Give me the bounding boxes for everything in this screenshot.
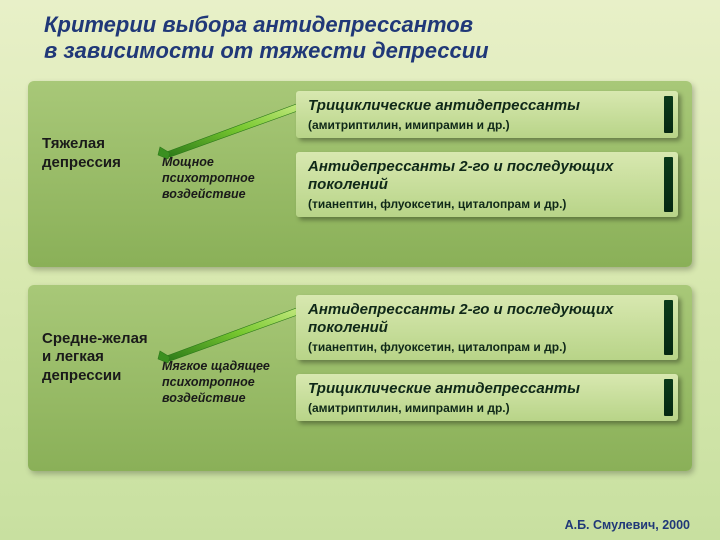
effect-column: Мягкое щадящее психотропное воздействие bbox=[162, 309, 292, 406]
effect-label: Мягкое щадящее психотропное воздействие bbox=[162, 359, 270, 404]
medications-column: Трициклические антидепрессанты (амитрипт… bbox=[296, 91, 678, 217]
medication-sub: (амитриптилин, имипрамин и др.) bbox=[308, 118, 666, 132]
medication-box: Антидепрессанты 2-го и последующих покол… bbox=[296, 152, 678, 217]
medication-title: Трициклические антидепрессанты bbox=[308, 380, 666, 398]
severity-label: Тяжелая депрессия bbox=[42, 135, 158, 173]
severity-panel-mild: Средне-желая и легкая депрессии bbox=[28, 285, 692, 471]
medication-sub: (тианептин, флуоксетин, циталопрам и др.… bbox=[308, 340, 666, 354]
medication-sub: (тианептин, флуоксетин, циталопрам и др.… bbox=[308, 197, 666, 211]
slide-title: Критерии выбора антидепрессантов в завис… bbox=[0, 0, 720, 73]
medication-box: Трициклические антидепрессанты (амитрипт… bbox=[296, 374, 678, 421]
medication-sub: (амитриптилин, имипрамин и др.) bbox=[308, 401, 666, 415]
effect-label: Мощное психотропное воздействие bbox=[162, 155, 255, 200]
medication-title: Антидепрессанты 2-го и последующих покол… bbox=[308, 158, 666, 194]
severity-label: Средне-желая и легкая депрессии bbox=[42, 330, 158, 386]
medication-box: Антидепрессанты 2-го и последующих покол… bbox=[296, 295, 678, 360]
severity-panel-severe: Тяжелая депрессия Мощное психот bbox=[28, 81, 692, 267]
medication-title: Антидепрессанты 2-го и последующих покол… bbox=[308, 301, 666, 337]
title-line-1: Критерии выбора антидепрессантов bbox=[44, 12, 720, 38]
medication-title: Трициклические антидепрессанты bbox=[308, 97, 666, 115]
title-line-2: в зависимости от тяжести депрессии bbox=[44, 38, 720, 64]
medications-column: Антидепрессанты 2-го и последующих покол… bbox=[296, 295, 678, 421]
effect-column: Мощное психотропное воздействие bbox=[162, 105, 292, 202]
medication-box: Трициклические антидепрессанты (амитрипт… bbox=[296, 91, 678, 138]
citation: А.Б. Смулевич, 2000 bbox=[565, 518, 690, 532]
